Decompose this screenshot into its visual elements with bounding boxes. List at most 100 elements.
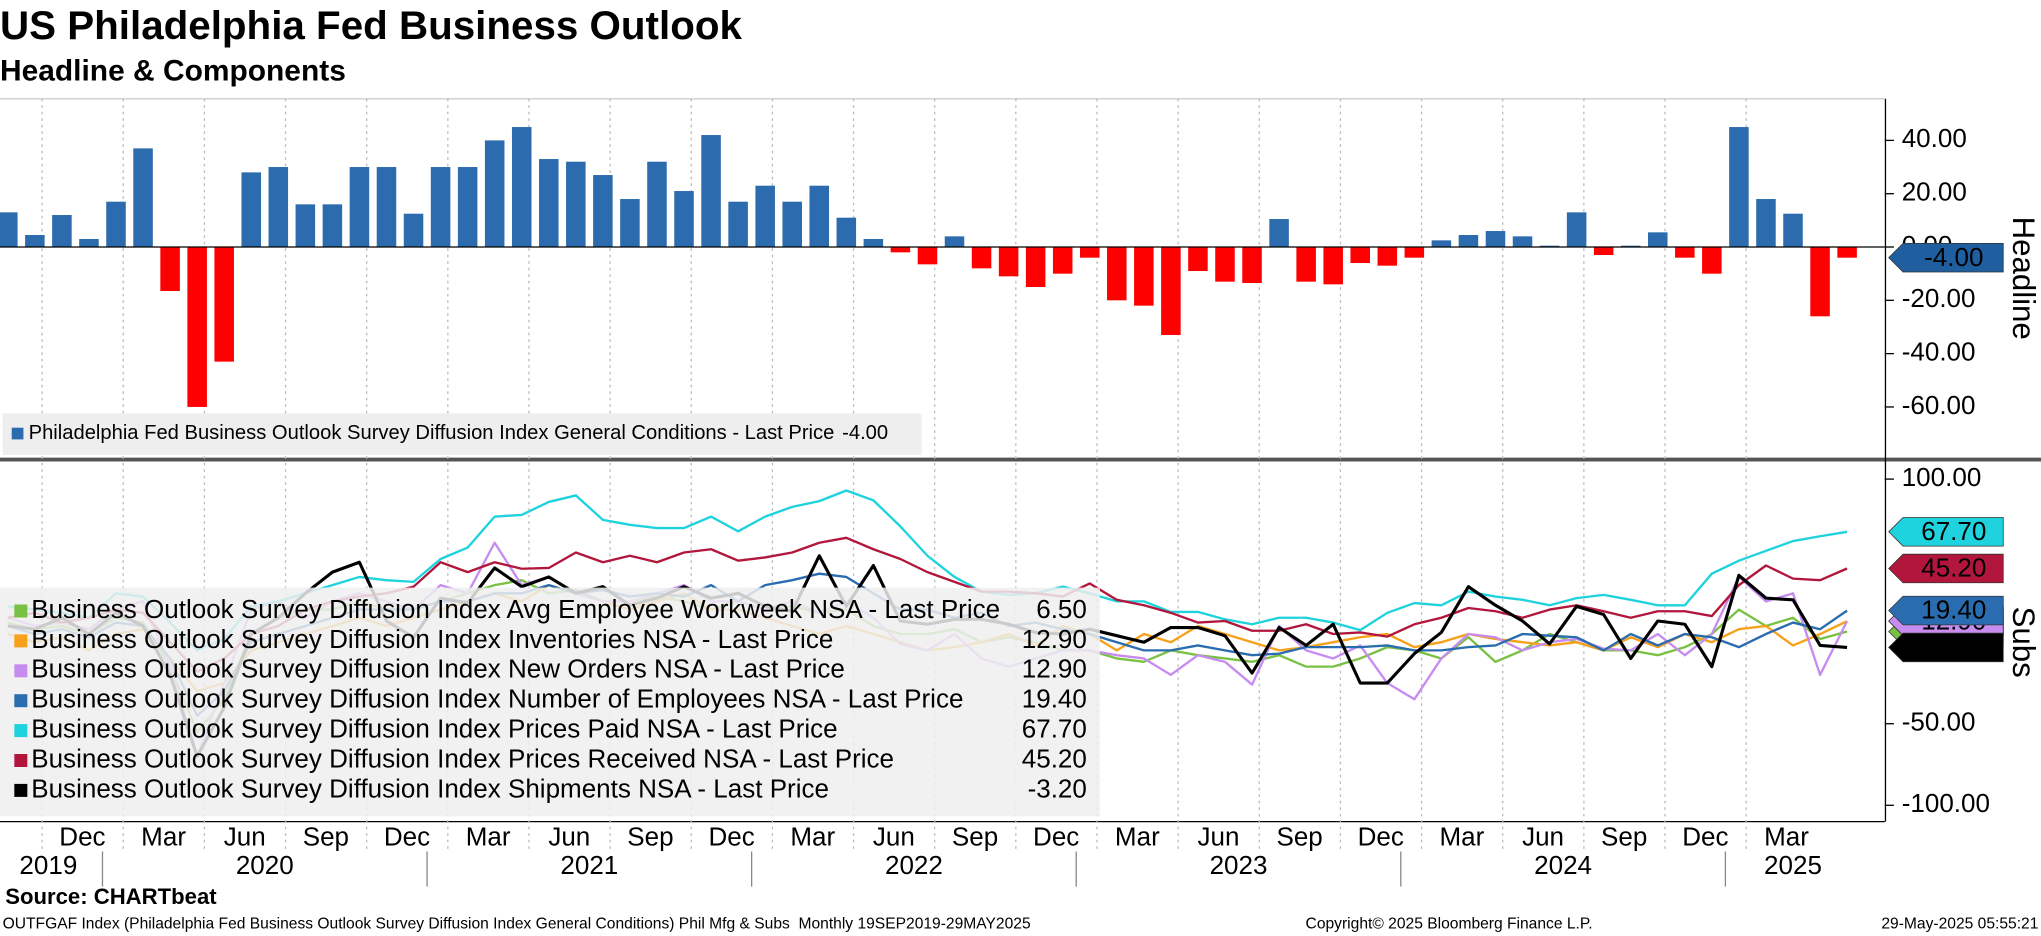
bar — [79, 239, 99, 248]
legend-last-price: 45.20 — [1022, 743, 1087, 773]
bar — [349, 167, 370, 248]
bar — [1296, 247, 1316, 282]
bar — [998, 247, 1019, 277]
legend-swatch — [14, 724, 28, 738]
bar — [1242, 247, 1262, 283]
x-year-label: 2023 — [1210, 850, 1268, 880]
legend-last-price: 12.90 — [1022, 654, 1087, 684]
legend-name: Business Outlook Survey Diffusion Index … — [31, 654, 845, 684]
x-tick-label: Dec — [708, 821, 754, 851]
bar — [1512, 236, 1533, 248]
last-price-tag — [1888, 517, 2004, 547]
bar — [376, 167, 397, 248]
legend-last-price: 12.90 — [1022, 624, 1087, 654]
bar — [160, 247, 180, 291]
last-price-tag-label: -3.20 — [1924, 632, 1983, 662]
last-price-tag — [1888, 553, 2004, 584]
x-year-label: 2022 — [885, 850, 943, 880]
last-price-tag-label: 67.70 — [1921, 516, 1986, 546]
y-tick-label: -100.00 — [1902, 788, 1990, 818]
x-tick-label: Jun — [873, 821, 915, 851]
y-axis-title: Subs — [2006, 607, 2041, 678]
bar — [1620, 245, 1641, 248]
legend-name: Business Outlook Survey Diffusion Index … — [31, 594, 1000, 624]
bar — [1648, 232, 1668, 248]
legend-last-price: -3.20 — [1028, 773, 1087, 803]
bar — [1079, 247, 1100, 258]
chart-subtitle: Headline & Components — [0, 55, 346, 88]
bar — [728, 201, 748, 248]
bar — [1702, 247, 1722, 274]
legend-swatch — [14, 604, 28, 618]
bar — [25, 235, 45, 248]
bar — [0, 212, 18, 248]
bar — [809, 185, 830, 248]
bar — [890, 247, 911, 253]
bar — [836, 217, 857, 248]
y-tick-label: 100.00 — [1902, 462, 1982, 492]
x-tick-label: Mar — [466, 821, 511, 851]
bar — [1431, 240, 1452, 248]
bar — [1783, 213, 1803, 248]
bar — [593, 175, 613, 248]
legend-swatch — [14, 754, 28, 767]
bar — [1837, 247, 1857, 258]
bar — [1323, 247, 1343, 285]
y-tick-label: 40.00 — [1902, 123, 1967, 153]
bar — [1566, 212, 1587, 248]
x-tick-label: Dec — [1358, 821, 1404, 851]
bar — [484, 140, 505, 248]
x-tick-label: Sep — [303, 821, 349, 851]
bar — [1269, 219, 1289, 248]
bar — [241, 172, 262, 248]
x-year-label: 2020 — [236, 850, 294, 880]
bar — [1675, 247, 1695, 258]
x-year-label: 2025 — [1764, 850, 1822, 880]
bar — [1188, 247, 1208, 272]
x-year-label: 2021 — [560, 850, 618, 880]
bar — [1134, 247, 1154, 306]
bar — [1756, 199, 1776, 248]
x-year-label: 2019 — [19, 850, 77, 880]
bar — [106, 201, 126, 248]
legend-last-price: 6.50 — [1036, 594, 1087, 624]
bar — [1377, 247, 1398, 266]
bar — [1350, 247, 1370, 264]
legend-name: Business Outlook Survey Diffusion Index … — [31, 743, 894, 773]
y-tick-label: -50.00 — [1902, 707, 1976, 737]
bar — [539, 159, 559, 248]
bar — [782, 201, 802, 248]
bar — [52, 215, 72, 248]
bar — [944, 236, 965, 248]
y-tick-label: -40.00 — [1902, 337, 1976, 367]
x-tick-label: Jun — [548, 821, 590, 851]
footer-description: OUTFGAF Index (Philadelphia Fed Business… — [3, 915, 1031, 932]
bar — [403, 213, 424, 248]
legend-swatch — [14, 694, 28, 708]
legend-last-price: 19.40 — [1022, 684, 1087, 714]
bar — [674, 191, 694, 248]
x-tick-label: Mar — [1440, 821, 1485, 851]
x-tick-label: Sep — [1601, 821, 1647, 851]
bar — [187, 247, 207, 407]
bar — [701, 135, 721, 248]
y-tick-label: 20.00 — [1902, 177, 1967, 207]
bar — [1810, 247, 1830, 317]
last-price-tag — [1888, 595, 2004, 626]
bar — [1593, 247, 1614, 256]
y-tick-label: -20.00 — [1902, 283, 1976, 313]
x-tick-label: Dec — [384, 821, 430, 851]
legend-name: Business Outlook Survey Diffusion Index … — [31, 773, 829, 803]
bar — [755, 185, 775, 248]
legend-last-price: -4.00 — [842, 423, 888, 445]
last-price-tag — [1888, 632, 2004, 663]
bar — [214, 247, 234, 362]
last-price-tag-label: -4.00 — [1924, 242, 1983, 272]
x-tick-label: Jun — [1522, 821, 1564, 851]
x-tick-label: Sep — [952, 821, 998, 851]
y-tick-label: -60.00 — [1902, 390, 1976, 420]
bar — [457, 167, 478, 248]
bar — [295, 204, 316, 248]
legend-name: Business Outlook Survey Diffusion Index … — [31, 684, 963, 714]
